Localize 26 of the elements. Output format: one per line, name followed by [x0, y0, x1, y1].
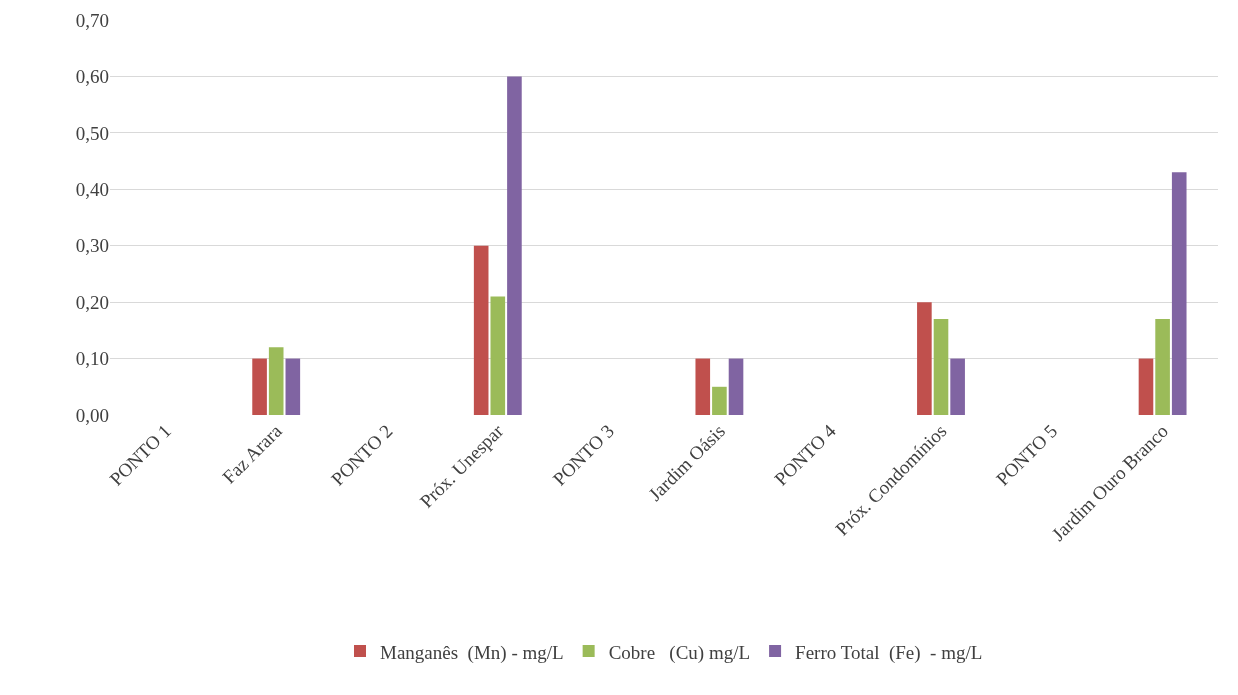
legend-label: Manganês (Mn) - mg/L	[380, 641, 564, 664]
bar	[728, 358, 744, 415]
bar	[695, 358, 711, 415]
y-tick-label: 0,30	[75, 235, 109, 257]
bar	[490, 296, 506, 415]
y-tick-label: 0,00	[75, 404, 109, 426]
bar	[917, 302, 932, 415]
y-tick-label: 0,70	[75, 9, 109, 31]
y-tick-label: 0,60	[75, 66, 109, 88]
y-tick-label: 0,20	[75, 291, 109, 313]
bar	[268, 347, 284, 415]
legend-label: Ferro Total (Fe) - mg/L	[795, 641, 983, 664]
bar	[933, 319, 949, 415]
y-tick-label: 0,10	[75, 348, 109, 370]
legend-label: Cobre (Cu) mg/L	[608, 641, 751, 664]
y-tick-label: 0,50	[75, 122, 109, 144]
bar	[507, 76, 522, 415]
bar	[285, 358, 301, 415]
bar	[1138, 358, 1154, 415]
bar	[473, 245, 489, 415]
bar	[1171, 172, 1187, 415]
y-tick-label: 0,40	[75, 178, 109, 200]
bar	[950, 358, 965, 415]
bar	[712, 386, 727, 415]
bar	[1155, 319, 1170, 415]
bar	[252, 358, 267, 415]
